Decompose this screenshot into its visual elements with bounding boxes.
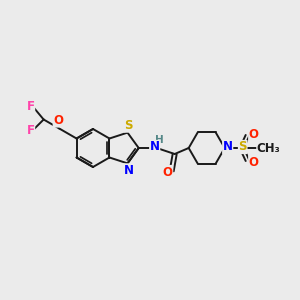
Text: N: N [150,140,160,154]
Text: F: F [27,100,34,113]
Text: O: O [53,114,63,127]
Text: S: S [124,119,133,132]
Text: N: N [223,140,233,154]
Text: N: N [124,164,134,177]
Text: H: H [155,135,164,145]
Text: F: F [27,124,34,137]
Text: O: O [249,155,259,169]
Text: O: O [249,128,259,140]
Text: CH₃: CH₃ [257,142,281,154]
Text: S: S [238,140,247,154]
Text: O: O [163,166,173,178]
